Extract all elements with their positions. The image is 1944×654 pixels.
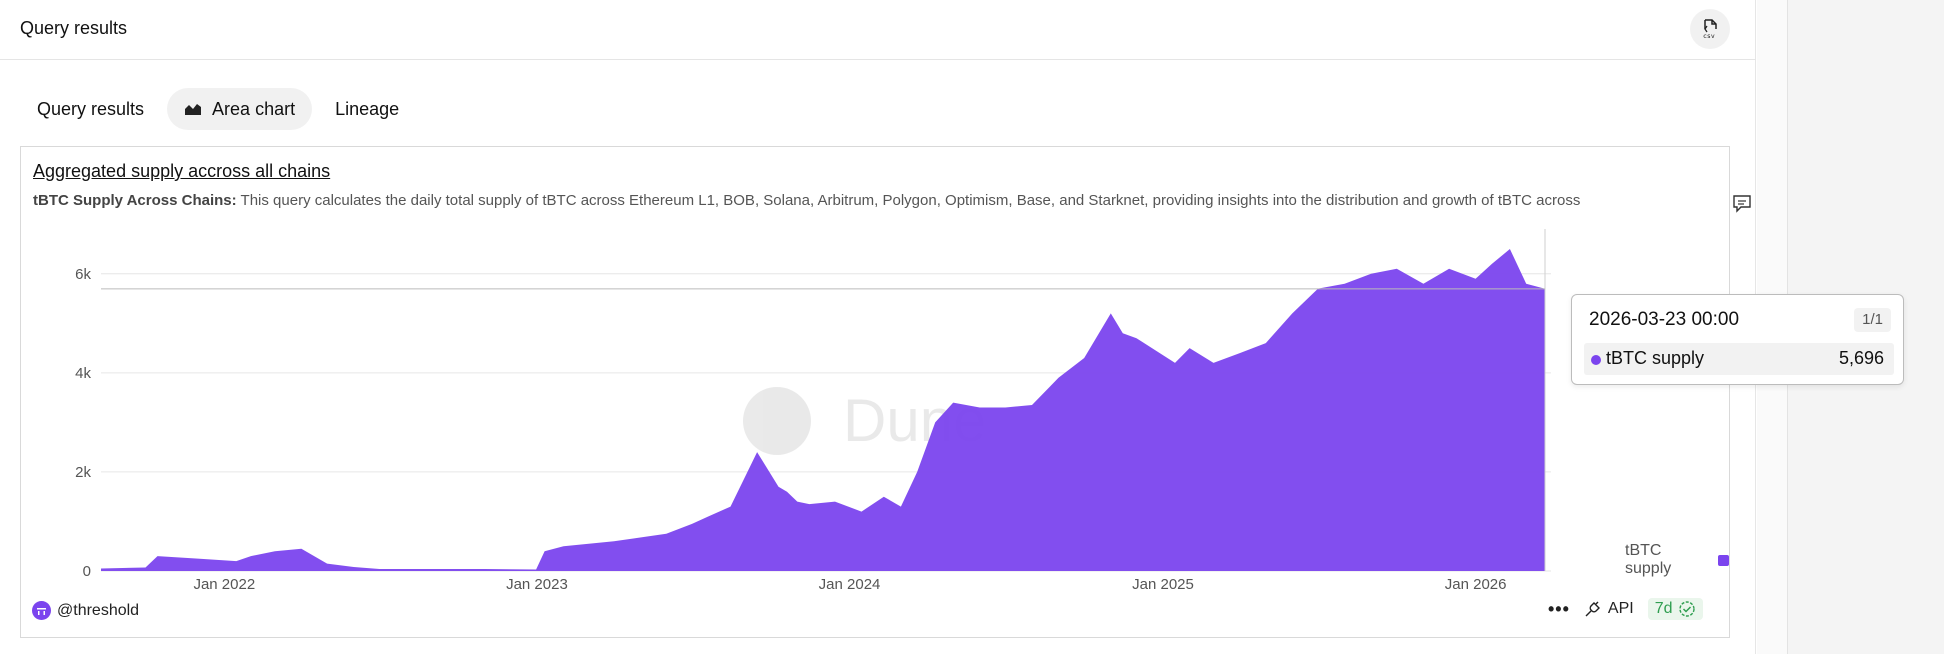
y-tick-label: 0 — [83, 563, 91, 580]
x-tick-label: Jan 2026 — [1445, 576, 1507, 593]
main-panel: Query results csv Query results Area cha… — [0, 0, 1756, 654]
chart-actions: ••• API 7d — [1548, 598, 1703, 620]
y-tick-label: 6k — [75, 266, 91, 283]
api-plug-icon — [1585, 601, 1600, 617]
tab-label: Lineage — [335, 98, 400, 119]
freshness-badge[interactable]: 7d — [1647, 598, 1703, 620]
tooltip-series-dot — [1591, 355, 1601, 365]
x-tick-label: Jan 2025 — [1132, 576, 1194, 593]
owner-name: @threshold — [57, 601, 140, 619]
avatar — [32, 601, 51, 620]
tooltip-series-value: 5,696 — [1838, 348, 1884, 368]
query-owner[interactable]: @threshold — [32, 601, 139, 620]
chart-description: tBTC Supply Across Chains: This query ca… — [33, 192, 1688, 209]
comment-icon[interactable] — [1731, 192, 1753, 214]
x-tick-label: Jan 2022 — [193, 576, 255, 593]
chart-card: Aggregated supply accross all chains tBT… — [20, 146, 1751, 638]
legend-swatch — [1718, 554, 1729, 566]
csv-download-button[interactable]: csv — [1690, 9, 1730, 49]
y-tick-label: 2k — [75, 464, 91, 481]
legend-label: tBTC supply — [1625, 542, 1672, 577]
csv-download-icon: csv — [1703, 19, 1717, 40]
tooltip-pager[interactable]: 1/1 — [1854, 308, 1891, 332]
series-area-tbtc-supply — [101, 249, 1545, 571]
tab-lineage[interactable]: Lineage — [318, 88, 416, 130]
chart-description-text: This query calculates the daily total su… — [236, 192, 1581, 209]
page-title: Query results — [20, 18, 128, 38]
chart-description-label: tBTC Supply Across Chains: — [33, 192, 237, 209]
area-chart-icon — [185, 104, 202, 115]
tooltip-series-row: tBTC supply 5,696 — [1584, 343, 1894, 375]
tab-label: Area chart — [212, 98, 296, 119]
chart-legend[interactable]: tBTC supply — [1625, 542, 1729, 578]
view-tabs: Query results Area chart Lineage — [20, 88, 416, 130]
tab-query-results[interactable]: Query results — [20, 88, 161, 130]
x-tick-label: Jan 2023 — [506, 576, 568, 593]
api-label: API — [1607, 600, 1634, 617]
freshness-label: 7d — [1654, 600, 1673, 617]
tooltip-series-label: tBTC supply — [1606, 348, 1705, 368]
top-bar: Query results csv — [0, 0, 1756, 60]
svg-text:csv: csv — [1703, 32, 1715, 40]
threshold-logo-icon — [37, 608, 46, 615]
check-circle-icon — [1678, 601, 1695, 617]
tab-label: Query results — [37, 98, 145, 119]
api-button[interactable]: API — [1584, 600, 1634, 618]
x-tick-label: Jan 2024 — [819, 576, 881, 593]
more-options-button[interactable]: ••• — [1548, 598, 1570, 619]
chart-tooltip: 2026-03-23 00:00 1/1 tBTC supply 5,696 — [1571, 294, 1904, 385]
chart-title[interactable]: Aggregated supply accross all chains — [33, 161, 331, 181]
y-tick-label: 4k — [75, 365, 91, 382]
tab-area-chart[interactable]: Area chart — [167, 88, 313, 130]
tooltip-date: 2026-03-23 00:00 — [1589, 309, 1740, 330]
